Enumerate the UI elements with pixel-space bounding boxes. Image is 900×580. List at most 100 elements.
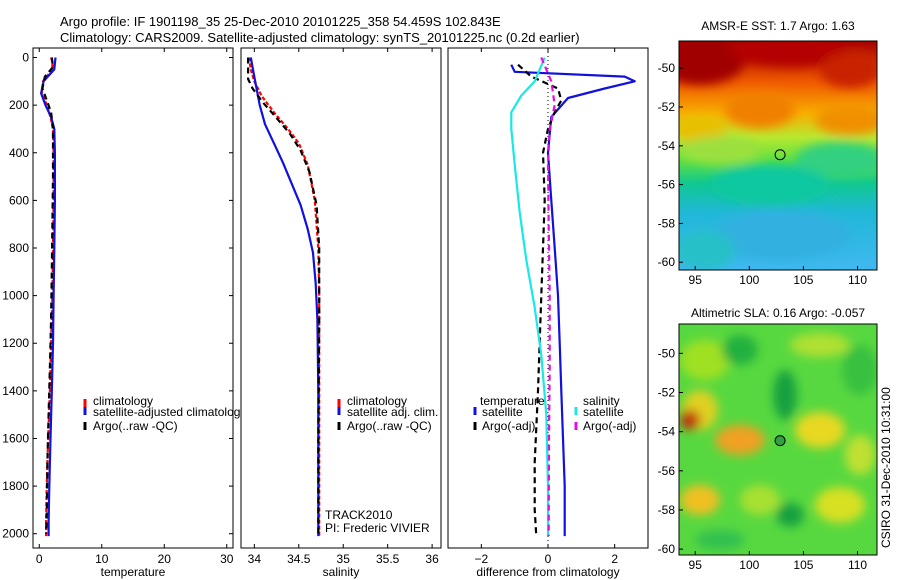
figure-title-line1: Argo profile: IF 1901198_35 25-Dec-2010 … bbox=[60, 14, 501, 29]
x-tick-label: 0 bbox=[545, 552, 552, 566]
y-tick-label: -58 bbox=[658, 216, 676, 230]
sla-map-axes bbox=[678, 323, 878, 556]
series-satellite-adj-clim-line bbox=[249, 57, 320, 537]
temperature-series bbox=[39, 57, 57, 537]
sst-map-axes bbox=[678, 40, 878, 271]
y-tick-label: 1200 bbox=[2, 336, 29, 350]
legend-label-argo: Argo(..raw -QC) bbox=[93, 419, 178, 433]
difference-panel: −2 0 2 difference from climatology tempera… bbox=[447, 47, 649, 579]
x-tick-label: 110 bbox=[848, 273, 867, 287]
series-temperature-satellite-line bbox=[510, 64, 636, 537]
x-tick-label: 0 bbox=[36, 552, 43, 566]
x-tick-label: 110 bbox=[848, 558, 867, 572]
y-tick-label: -54 bbox=[658, 425, 676, 439]
y-tick-label: -52 bbox=[658, 100, 676, 114]
sla-map-title: Altimetric SLA: 0.16 Argo: -0.057 bbox=[691, 306, 865, 320]
salinity-legend: climatology satellite adj. clim. Argo(..… bbox=[337, 394, 438, 433]
salinity-x-ticks: 34 34.5 35 35.5 36 bbox=[248, 48, 439, 566]
salinity-x-label: salinity bbox=[323, 565, 360, 579]
y-tick-label: -50 bbox=[658, 61, 676, 75]
legend-label-satellite: satellite adj. clim. bbox=[347, 405, 438, 419]
temperature-panel: 0 10 20 30 0 200 400 600 800 1000 1200 1400 1600 180… bbox=[2, 47, 240, 579]
legend-heading-salinity: salinity bbox=[583, 394, 620, 408]
temperature-y-ticks: 0 200 400 600 800 1000 1200 1400 1600 1800 2000 bbox=[2, 51, 233, 541]
x-tick-label: 100 bbox=[739, 273, 759, 287]
legend-label-satellite: satellite-adjusted climatolog bbox=[93, 405, 240, 419]
legend-label-sal-argo: Argo(-adj) bbox=[583, 419, 636, 433]
legend-label-climatology: climatology bbox=[93, 394, 153, 408]
x-tick-label: 105 bbox=[793, 273, 813, 287]
sla-argo-position-marker bbox=[774, 435, 786, 447]
series-climatology-line bbox=[247, 57, 321, 537]
legend-label-argo: Argo(..raw -QC) bbox=[347, 419, 432, 433]
x-tick-label: 35.5 bbox=[376, 552, 400, 566]
legend-heading-temperature: temperature bbox=[480, 394, 545, 408]
series-salinity-satellite-line bbox=[510, 57, 550, 537]
x-tick-label: 2 bbox=[611, 552, 618, 566]
x-tick-label: −2 bbox=[474, 552, 488, 566]
figure-title-line2: Climatology: CARS2009. Satellite-adjuste… bbox=[60, 30, 580, 45]
y-tick-label: 600 bbox=[9, 193, 29, 207]
temperature-x-ticks: 0 10 20 30 bbox=[36, 48, 234, 566]
y-tick-label: 2000 bbox=[2, 527, 29, 541]
x-tick-label: 36 bbox=[425, 552, 439, 566]
legend-label-climatology: climatology bbox=[347, 394, 407, 408]
y-tick-label: -60 bbox=[658, 255, 676, 269]
sst-map-panel: AMSR-E SST: 1.7 Argo: 1.63 95 100 105 110 -… bbox=[658, 19, 878, 287]
series-argo-raw-qc-line bbox=[247, 57, 321, 537]
y-tick-label: 0 bbox=[22, 51, 29, 65]
difference-legend: temperature satellite Argo(-adj) salinit… bbox=[473, 394, 636, 433]
pi-annotation-name: PI: Frederic VIVIER bbox=[325, 521, 430, 535]
salinity-series bbox=[247, 57, 321, 537]
pi-annotation-project: TRACK2010 bbox=[325, 508, 393, 522]
sla-x-ticks: 95 100 105 110 bbox=[689, 551, 867, 572]
salinity-panel: 34 34.5 35 35.5 36 salinity climatology sate… bbox=[240, 47, 442, 579]
x-tick-label: 95 bbox=[689, 273, 703, 287]
sst-x-ticks: 95 100 105 110 bbox=[689, 266, 867, 287]
y-tick-label: -60 bbox=[658, 542, 676, 556]
x-tick-label: 105 bbox=[793, 558, 813, 572]
series-argo-raw-qc-line bbox=[41, 57, 55, 534]
x-tick-label: 20 bbox=[158, 552, 172, 566]
y-tick-label: 400 bbox=[9, 146, 29, 160]
y-tick-label: -56 bbox=[658, 178, 676, 192]
legend-label-temp-argo: Argo(-adj) bbox=[482, 419, 535, 433]
x-tick-label: 30 bbox=[220, 552, 234, 566]
x-tick-label: 10 bbox=[95, 552, 109, 566]
salinity-axes bbox=[240, 47, 442, 549]
legend-label-sal-satellite: satellite bbox=[583, 405, 624, 419]
x-tick-label: 34 bbox=[248, 552, 262, 566]
temperature-axes bbox=[32, 47, 234, 549]
y-tick-label: -54 bbox=[658, 139, 676, 153]
y-tick-label: 800 bbox=[9, 241, 29, 255]
difference-x-label: difference from climatology bbox=[476, 565, 619, 579]
y-tick-label: 1400 bbox=[2, 384, 29, 398]
y-tick-label: 1000 bbox=[2, 289, 29, 303]
x-tick-label: 34.5 bbox=[287, 552, 311, 566]
x-tick-label: 100 bbox=[739, 558, 759, 572]
y-tick-label: 1800 bbox=[2, 479, 29, 493]
sst-map-image bbox=[679, 41, 877, 270]
series-temperature-argo-adj-line bbox=[517, 63, 563, 537]
sla-map-image bbox=[679, 324, 877, 555]
y-tick-label: -58 bbox=[658, 503, 676, 517]
y-tick-label: -52 bbox=[658, 386, 676, 400]
sst-argo-position-marker bbox=[774, 149, 786, 161]
x-tick-label: 35 bbox=[337, 552, 351, 566]
x-tick-label: 95 bbox=[689, 558, 703, 572]
sla-y-ticks: -50 -52 -54 -56 -58 -60 bbox=[658, 346, 683, 556]
y-tick-label: -50 bbox=[658, 346, 676, 360]
sst-map-title: AMSR-E SST: 1.7 Argo: 1.63 bbox=[701, 19, 855, 33]
y-tick-label: 200 bbox=[9, 98, 29, 112]
sla-map-panel: Altimetric SLA: 0.16 Argo: -0.057 bbox=[658, 306, 878, 572]
y-tick-label: -56 bbox=[658, 464, 676, 478]
sst-y-ticks: -50 -52 -54 -56 -58 -60 bbox=[658, 61, 683, 269]
difference-series bbox=[510, 57, 636, 537]
legend-label-temp-satellite: satellite bbox=[482, 405, 523, 419]
y-tick-label: 1600 bbox=[2, 431, 29, 445]
temperature-legend: climatology satellite-adjusted climatolo… bbox=[83, 394, 240, 433]
footer-timestamp: CSIRO 31-Dec-2010 10:31:00 bbox=[879, 387, 893, 548]
temperature-x-label: temperature bbox=[101, 565, 166, 579]
difference-x-ticks: −2 0 2 bbox=[474, 48, 618, 566]
